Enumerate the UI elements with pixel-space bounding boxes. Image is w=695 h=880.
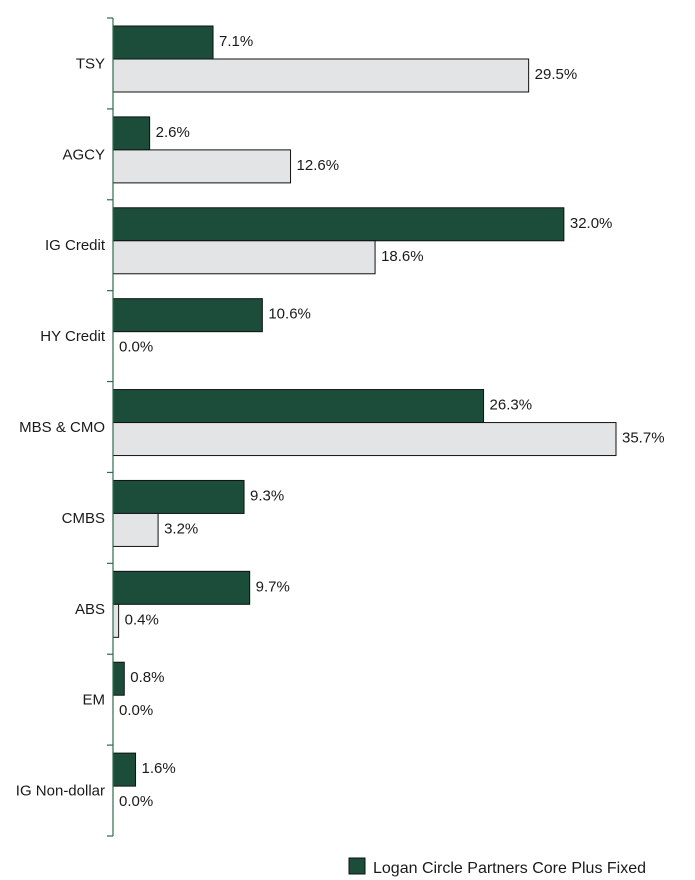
bar — [112, 25, 214, 60]
data-label: 18.6% — [381, 248, 424, 265]
data-label: 0.0% — [119, 339, 153, 356]
data-label: 32.0% — [570, 215, 613, 232]
bar — [112, 116, 151, 151]
category-label: AGCY — [62, 146, 105, 163]
category-label: IG Non-dollar — [16, 783, 105, 800]
legend-label: Logan Circle Partners Core Plus Fixed — [373, 860, 646, 877]
category-label: ABS — [75, 601, 105, 618]
category-label: CMBS — [62, 510, 105, 527]
data-label: 0.4% — [125, 611, 159, 628]
data-label: 1.6% — [142, 760, 176, 777]
bar — [112, 512, 159, 547]
bar — [112, 298, 263, 333]
data-label: 10.6% — [268, 306, 311, 323]
data-label: 12.6% — [297, 157, 340, 174]
data-label: 9.3% — [250, 487, 284, 504]
data-label: 3.2% — [164, 520, 198, 537]
data-label: 7.1% — [219, 33, 253, 50]
bar — [112, 240, 376, 275]
data-label: 0.0% — [119, 702, 153, 719]
legend-swatch — [348, 857, 366, 875]
data-label: 0.8% — [130, 669, 164, 686]
data-label: 2.6% — [156, 124, 190, 141]
data-label: 35.7% — [622, 430, 665, 447]
bar — [112, 661, 125, 696]
category-label: EM — [83, 692, 106, 709]
data-label: 29.5% — [535, 66, 578, 83]
bar — [112, 603, 120, 638]
data-label: 26.3% — [490, 397, 533, 414]
category-label: HY Credit — [40, 328, 106, 345]
bar — [112, 207, 565, 242]
bar — [112, 422, 617, 457]
bar — [112, 570, 251, 605]
bar — [112, 389, 485, 424]
bar — [112, 479, 245, 514]
bar — [112, 752, 137, 787]
category-label: MBS & CMO — [19, 419, 105, 436]
bar — [112, 58, 530, 93]
bar — [112, 149, 292, 184]
category-label: IG Credit — [45, 237, 106, 254]
data-label: 0.0% — [119, 793, 153, 810]
category-label: TSY — [76, 55, 105, 72]
data-label: 9.7% — [256, 578, 290, 595]
